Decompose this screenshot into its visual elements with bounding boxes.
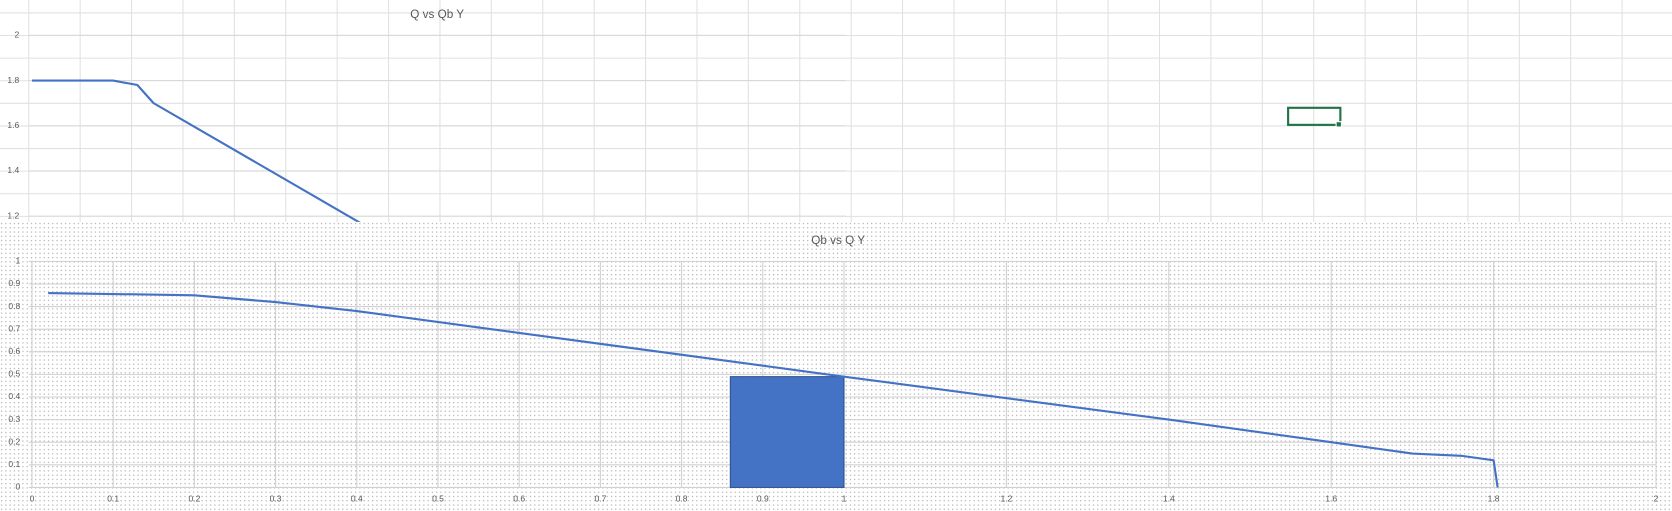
y-tick-label: 0.1 xyxy=(8,459,20,469)
x-tick-label: 0.6 xyxy=(513,493,525,503)
y-tick-label: 0 xyxy=(16,482,21,492)
x-tick-label: 1.2 xyxy=(1000,493,1012,503)
x-tick-label: 1 xyxy=(842,493,847,503)
x-tick-label: 0.9 xyxy=(757,493,769,503)
x-tick-label: 1.8 xyxy=(1488,493,1500,503)
shaded-box xyxy=(729,376,845,488)
x-tick-label: 0.7 xyxy=(594,493,606,503)
y-tick-label: 0.2 xyxy=(8,436,20,446)
y-tick-label: 1.8 xyxy=(7,75,19,85)
selected-cell[interactable] xyxy=(1287,106,1342,126)
y-tick-label: 0.9 xyxy=(8,278,20,288)
y-tick-label: 2 xyxy=(14,30,19,40)
x-tick-label: 0 xyxy=(30,493,35,503)
y-tick-label: 0.7 xyxy=(8,323,20,333)
x-tick-label: 0.8 xyxy=(676,493,688,503)
x-tick-label: 0.4 xyxy=(351,493,363,503)
y-tick-label: 1 xyxy=(16,256,21,266)
fill-handle[interactable] xyxy=(1335,121,1342,128)
y-tick-label: 1.4 xyxy=(7,165,19,175)
y-tick-label: 1.6 xyxy=(7,120,19,130)
chart-title: Q vs Qb Y xyxy=(410,8,464,21)
x-tick-label: 1.6 xyxy=(1325,493,1337,503)
x-tick-label: 0.1 xyxy=(107,493,119,503)
x-tick-label: 0.5 xyxy=(432,493,444,503)
y-tick-label: 0.3 xyxy=(8,414,20,424)
y-tick-label: 0.4 xyxy=(8,391,20,401)
chart-bottom[interactable]: Qb vs Q Y 0 0.1 0.2 0.3 0.4 0.5 0.6 0.7 0.8 0.9 1 0 0… xyxy=(8,234,1658,503)
x-tick-label: 1.4 xyxy=(1163,493,1175,503)
y-tick-label: 1.2 xyxy=(7,210,19,220)
y-tick-label: 0.5 xyxy=(8,369,20,379)
x-tick-label: 0.2 xyxy=(188,493,200,503)
chart-title: Qb vs Q Y xyxy=(811,234,865,247)
x-tick-label: 0.3 xyxy=(270,493,282,503)
y-tick-label: 0.6 xyxy=(8,346,20,356)
x-tick-label: 2 xyxy=(1654,493,1659,503)
data-line xyxy=(48,291,1499,488)
y-tick-label: 0.8 xyxy=(8,301,20,311)
